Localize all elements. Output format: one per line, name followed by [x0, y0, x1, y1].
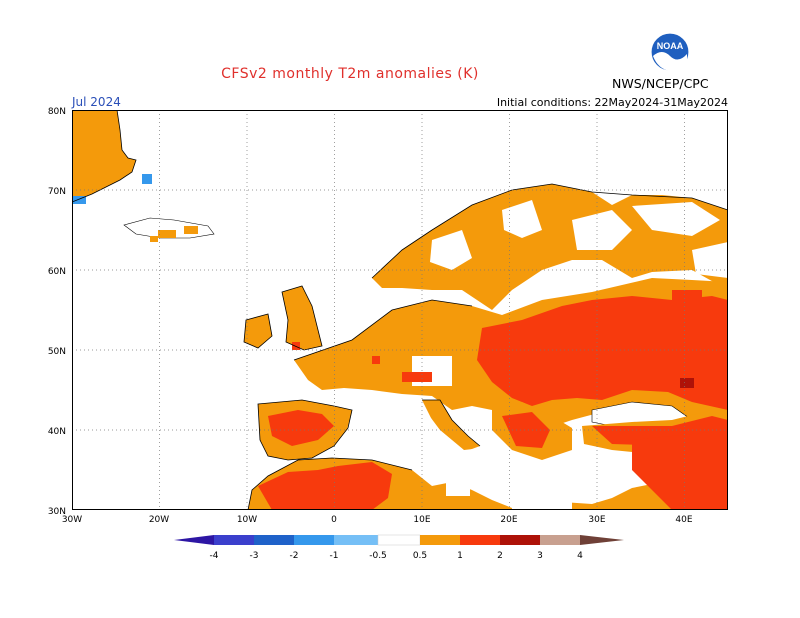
colorbar: -4 -3 -2 -1 -0.5 0.5 1 2 3 4 [0, 530, 800, 574]
lon-tick-label: 30W [62, 515, 82, 525]
scandinavia-anomaly [372, 184, 728, 310]
colorbar-arrow-low [174, 535, 214, 545]
iberia-anomaly [258, 400, 352, 460]
lon-tick-label: 30E [588, 515, 605, 525]
colorbar-swatch [214, 535, 254, 545]
colorbar-swatch [540, 535, 580, 545]
lon-tick-label: 10E [413, 515, 430, 525]
colorbar-tick-label: 0.5 [413, 551, 427, 561]
colorbar-tick-label: -1 [330, 551, 339, 561]
svg-text:NOAA: NOAA [657, 41, 684, 51]
north-africa-anomaly [248, 432, 728, 510]
colorbar-tick-label: -4 [210, 551, 219, 561]
lon-tick-label: 40E [675, 515, 692, 525]
colorbar-swatch [254, 535, 294, 545]
lat-tick-label: 70N [48, 187, 66, 197]
colorbar-tick-label: 1 [457, 551, 463, 561]
colorbar-tick-label: 3 [537, 551, 543, 561]
initial-conditions-label: Initial conditions: 22May2024-31May2024 [496, 96, 728, 109]
colorbar-tick-label: -2 [290, 551, 299, 561]
noaa-logo: NOAA [650, 32, 690, 76]
lat-tick-label: 80N [48, 107, 66, 117]
lon-tick-label: 20E [500, 515, 517, 525]
colorbar-swatch [500, 535, 540, 545]
colorbar-swatch [377, 534, 421, 546]
uk-anomaly [244, 286, 322, 350]
map-frame [72, 110, 728, 510]
colorbar-tick-label: -0.5 [369, 551, 387, 561]
chart-title: CFSv2 monthly T2m anomalies (K) [221, 66, 479, 82]
lat-tick-label: 40N [48, 427, 66, 437]
colorbar-tick-label: 4 [577, 551, 583, 561]
lon-tick-label: 0 [331, 515, 337, 525]
colorbar-tick-label: 2 [497, 551, 503, 561]
lon-tick-label: 10W [237, 515, 257, 525]
mediterranean-sea [342, 402, 612, 482]
colorbar-swatch [460, 535, 500, 545]
lat-axis: 80N 70N 60N 50N 40N 30N [48, 107, 66, 517]
east-europe-warm [292, 290, 728, 410]
coastlines [72, 110, 728, 510]
colorbar-swatch [294, 535, 334, 545]
colorbar-tick-label: -3 [250, 551, 259, 561]
colorbar-swatch [334, 535, 378, 545]
lat-tick-label: 60N [48, 267, 66, 277]
agency-label: NWS/NCEP/CPC [612, 76, 709, 91]
colorbar-swatch [420, 535, 460, 545]
lat-tick-label: 50N [48, 347, 66, 357]
lon-tick-label: 20W [149, 515, 169, 525]
map-grid [72, 110, 728, 510]
lon-axis: 30W 20W 10W 0 10E 20E 30E 40E [62, 515, 693, 525]
valid-month-label: Jul 2024 [72, 95, 121, 109]
colorbar-arrow-high [580, 535, 624, 545]
anomaly-map [72, 110, 728, 510]
lat-tick-label: 30N [48, 507, 66, 517]
